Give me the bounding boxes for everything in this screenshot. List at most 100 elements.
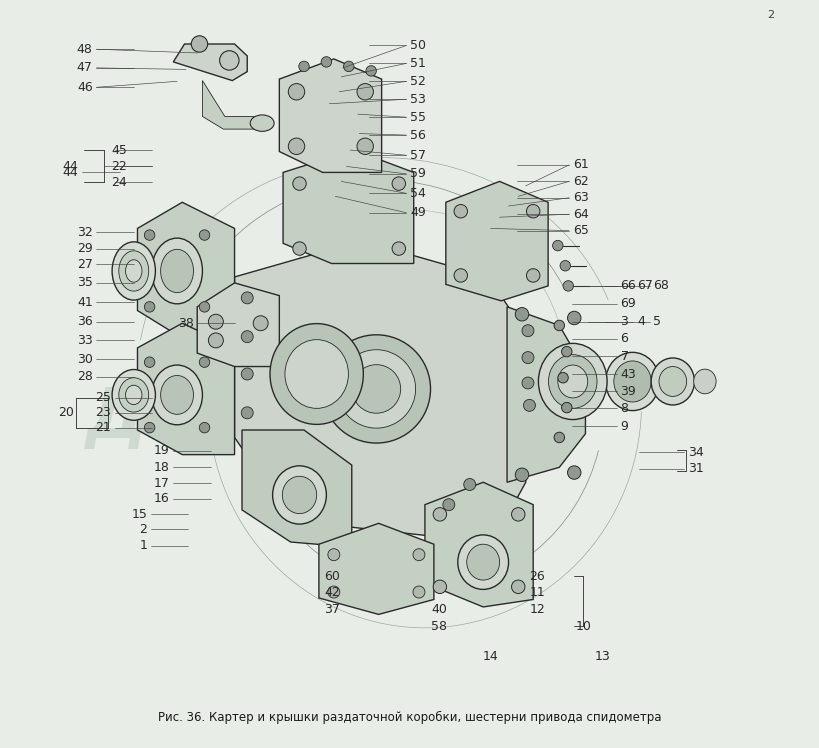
- Circle shape: [567, 311, 581, 325]
- Text: 1: 1: [139, 539, 147, 552]
- Text: 35: 35: [77, 277, 93, 289]
- Text: 6: 6: [620, 332, 627, 346]
- Circle shape: [208, 314, 223, 329]
- Circle shape: [563, 280, 572, 291]
- Circle shape: [526, 204, 539, 218]
- Text: 11: 11: [529, 586, 545, 599]
- Text: 8: 8: [620, 402, 628, 415]
- Circle shape: [241, 368, 253, 380]
- Text: 24: 24: [111, 176, 127, 188]
- Text: 4: 4: [636, 315, 644, 328]
- Text: 57: 57: [410, 149, 426, 162]
- Circle shape: [391, 177, 405, 190]
- Text: 49: 49: [410, 206, 425, 219]
- Ellipse shape: [152, 238, 202, 304]
- Text: 69: 69: [620, 297, 636, 310]
- Text: 44: 44: [63, 166, 79, 179]
- Text: 14: 14: [482, 650, 498, 663]
- Text: 55: 55: [410, 111, 426, 123]
- Circle shape: [511, 508, 524, 521]
- Text: 32: 32: [77, 226, 93, 239]
- Circle shape: [557, 373, 568, 383]
- Ellipse shape: [125, 260, 142, 282]
- Polygon shape: [242, 430, 351, 548]
- Text: 59: 59: [410, 168, 425, 180]
- Circle shape: [522, 325, 533, 337]
- Text: 56: 56: [410, 129, 425, 141]
- Circle shape: [567, 466, 581, 479]
- Text: 7: 7: [620, 349, 628, 363]
- Circle shape: [199, 230, 210, 240]
- Text: 15: 15: [131, 508, 147, 521]
- Text: 16: 16: [154, 492, 170, 505]
- Text: 66: 66: [620, 280, 636, 292]
- Circle shape: [144, 301, 155, 312]
- Circle shape: [526, 269, 539, 282]
- Text: 40: 40: [430, 603, 446, 616]
- Circle shape: [288, 84, 305, 100]
- Text: 68: 68: [653, 280, 668, 292]
- Circle shape: [241, 331, 253, 343]
- Polygon shape: [138, 323, 234, 455]
- Text: 42: 42: [324, 586, 339, 599]
- Ellipse shape: [605, 352, 658, 411]
- Text: 47: 47: [77, 61, 93, 74]
- Text: 60: 60: [324, 570, 340, 583]
- Text: 45: 45: [111, 144, 127, 156]
- Polygon shape: [319, 524, 433, 614]
- Ellipse shape: [112, 370, 156, 420]
- Circle shape: [199, 301, 210, 312]
- Text: 38: 38: [178, 316, 193, 330]
- Text: 48: 48: [77, 43, 93, 55]
- Ellipse shape: [466, 545, 499, 580]
- Text: 3: 3: [620, 315, 627, 328]
- Ellipse shape: [538, 343, 606, 420]
- Ellipse shape: [125, 385, 142, 405]
- Circle shape: [328, 586, 339, 598]
- Ellipse shape: [161, 375, 193, 414]
- Circle shape: [144, 230, 155, 240]
- Text: 19: 19: [154, 444, 170, 457]
- Text: 54: 54: [410, 187, 425, 200]
- Text: 52: 52: [410, 75, 425, 88]
- Circle shape: [514, 307, 528, 321]
- Ellipse shape: [693, 370, 715, 393]
- Ellipse shape: [119, 378, 148, 412]
- Text: 39: 39: [620, 384, 636, 398]
- Ellipse shape: [272, 466, 326, 524]
- Text: 12: 12: [529, 603, 545, 616]
- Circle shape: [365, 66, 376, 76]
- Polygon shape: [138, 202, 234, 338]
- Circle shape: [559, 260, 570, 271]
- Text: 18: 18: [153, 461, 170, 473]
- Circle shape: [464, 479, 475, 491]
- Text: 26: 26: [529, 570, 545, 583]
- Circle shape: [442, 499, 455, 511]
- Circle shape: [292, 177, 305, 190]
- Circle shape: [522, 377, 533, 389]
- Circle shape: [288, 138, 305, 155]
- Circle shape: [191, 36, 207, 52]
- Text: 20: 20: [58, 406, 75, 420]
- Circle shape: [199, 423, 210, 433]
- Polygon shape: [424, 482, 532, 607]
- Polygon shape: [202, 81, 262, 129]
- Circle shape: [454, 204, 467, 218]
- Text: 50: 50: [410, 39, 426, 52]
- Text: 64: 64: [572, 208, 588, 221]
- Text: 30: 30: [77, 352, 93, 366]
- Circle shape: [432, 580, 446, 593]
- Circle shape: [356, 138, 373, 155]
- Ellipse shape: [557, 365, 587, 398]
- Circle shape: [241, 292, 253, 304]
- Polygon shape: [173, 44, 247, 81]
- Text: 22: 22: [111, 160, 127, 173]
- Text: 21: 21: [96, 421, 111, 435]
- Circle shape: [514, 468, 528, 482]
- Circle shape: [144, 357, 155, 367]
- Circle shape: [554, 432, 563, 443]
- Text: 9: 9: [620, 420, 627, 433]
- Text: 27: 27: [77, 258, 93, 271]
- Text: Рис. 36. Картер и крышки раздаточной коробки, шестерни привода спидометра: Рис. 36. Картер и крышки раздаточной кор…: [158, 711, 661, 724]
- Polygon shape: [283, 150, 414, 263]
